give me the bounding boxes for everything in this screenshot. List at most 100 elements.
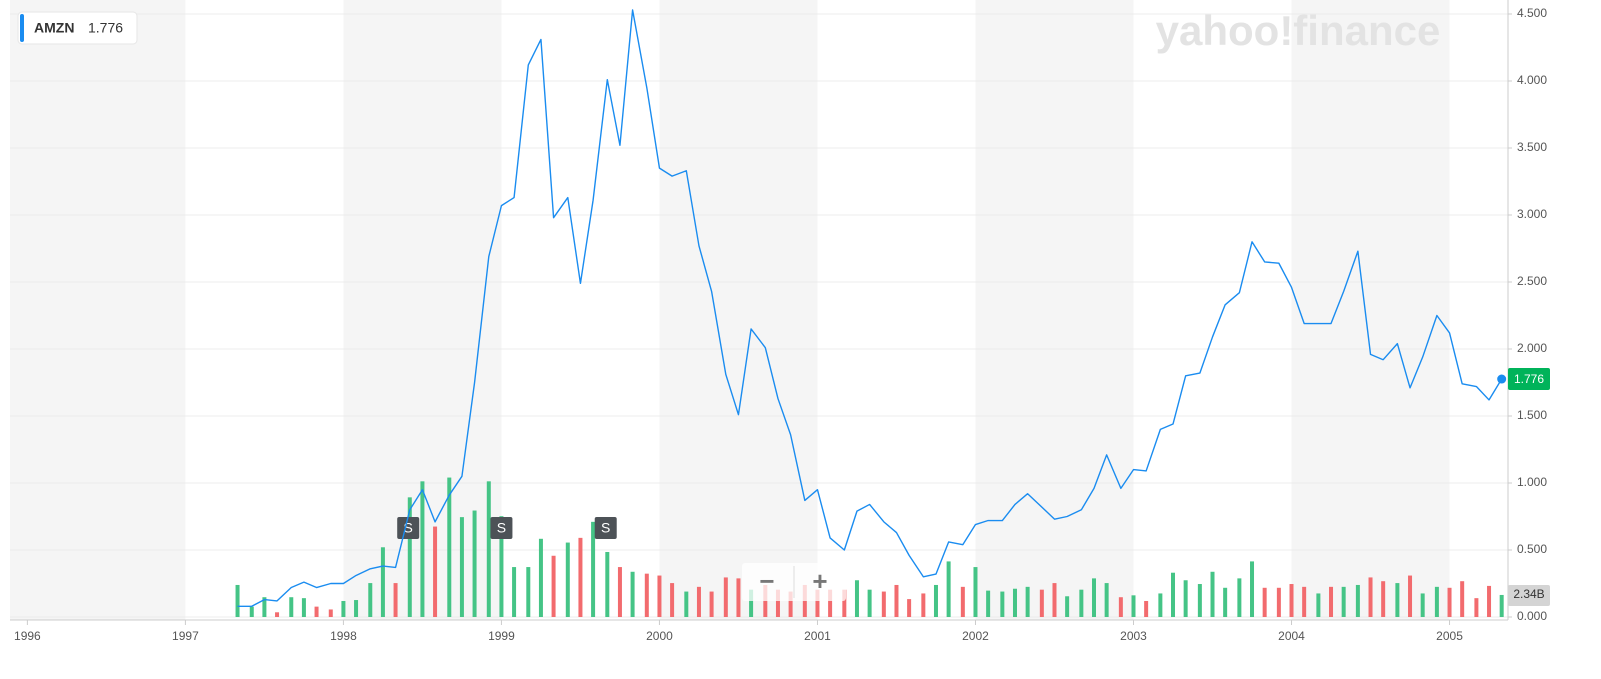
volume-bar <box>867 589 872 617</box>
background <box>10 0 1508 620</box>
y-tick-label: 3.000 <box>1517 207 1547 221</box>
x-tick-label: 2000 <box>646 629 673 643</box>
volume-bar <box>538 538 543 617</box>
volume-bar <box>749 589 754 617</box>
volume-bar <box>828 589 833 617</box>
volume-bar <box>1487 585 1492 617</box>
volume-bar <box>1079 589 1084 617</box>
volume-bar <box>407 497 412 617</box>
y-tick-label: 1.000 <box>1517 475 1547 489</box>
volume-bar <box>973 567 978 617</box>
y-tick-label: 0.500 <box>1517 542 1547 556</box>
volume-bar <box>696 586 701 617</box>
x-tick-label: 2004 <box>1278 629 1305 643</box>
x-tick-label: 2005 <box>1436 629 1463 643</box>
volume-bar <box>1039 589 1044 617</box>
volume-bar <box>1474 598 1479 617</box>
volume-bar <box>1197 584 1202 617</box>
volume-bar <box>670 583 675 617</box>
volume-bar <box>1210 571 1215 617</box>
volume-bar <box>526 567 531 617</box>
x-tick-label: 2003 <box>1120 629 1147 643</box>
volume-bar <box>289 597 294 617</box>
volume-bar <box>1104 583 1109 617</box>
y-tick-label: 0.000 <box>1517 609 1547 623</box>
volume-bar <box>1000 591 1005 617</box>
x-tick-label: 1999 <box>488 629 515 643</box>
volume-bar <box>499 516 504 617</box>
volume-bar <box>249 606 254 617</box>
year-band <box>659 0 818 620</box>
volume-bar <box>960 586 965 617</box>
volume-bar <box>368 583 373 617</box>
volume-bar <box>301 598 306 617</box>
volume-bar <box>393 583 398 617</box>
volume-bar <box>854 580 859 617</box>
volume-bar <box>1302 586 1307 617</box>
volume-bar <box>630 571 635 617</box>
volume-bar <box>933 584 938 617</box>
volume-bar <box>1460 581 1465 617</box>
volume-badge-label: 2.34B <box>1513 587 1544 601</box>
price-line <box>237 9 1503 607</box>
volume-bar <box>565 542 570 617</box>
volume-bar <box>1276 587 1281 617</box>
volume-bar <box>1183 580 1188 617</box>
volume-bar <box>341 600 346 617</box>
volume-bar <box>380 547 385 617</box>
volume-bar <box>907 599 912 617</box>
volume-bar <box>1171 572 1176 617</box>
volume-bar <box>472 510 477 617</box>
volume-bar <box>684 591 689 617</box>
volume-bar <box>842 589 847 617</box>
event-marker <box>594 517 617 539</box>
volume-bar <box>459 517 464 617</box>
volume-bar <box>788 591 793 617</box>
legend-swatch <box>20 14 24 42</box>
volume-bar <box>1091 578 1096 617</box>
legend-value: 1.776 <box>88 20 123 36</box>
zoom-button[interactable]: + <box>812 566 827 596</box>
volume-bar <box>1237 578 1242 617</box>
y-tick-label: 4.500 <box>1517 6 1547 20</box>
watermark: yahoo!finance <box>1156 7 1441 54</box>
volume-bar <box>1434 586 1439 617</box>
volume-bar <box>775 589 780 617</box>
volume-bar <box>235 584 240 617</box>
volume-bar <box>551 555 556 617</box>
volume-bar <box>617 567 622 617</box>
volume-bar <box>1065 596 1070 617</box>
volume-bar <box>723 577 728 617</box>
volume-bar <box>894 584 899 617</box>
volume-bar <box>1118 597 1123 617</box>
volume-bar <box>1223 587 1228 617</box>
volume-bar <box>1250 561 1255 617</box>
volume-bar <box>328 609 333 617</box>
x-tick-label: 2001 <box>804 629 831 643</box>
y-tick-label: 2.000 <box>1517 341 1547 355</box>
volume-bar <box>1381 581 1386 617</box>
last-point <box>1497 374 1507 384</box>
volume-badge <box>1508 584 1550 606</box>
volume-bar <box>1012 588 1017 617</box>
volume-bar <box>447 477 452 617</box>
volume-bar <box>1355 584 1360 617</box>
y-tick-label: 3.500 <box>1517 140 1547 154</box>
volume-bar <box>986 590 991 617</box>
volume-bar <box>262 597 267 617</box>
volume-bar <box>1262 587 1267 617</box>
volume-bar <box>1144 600 1149 617</box>
event-label: S <box>404 520 413 536</box>
legend: AMZN 1.776 <box>17 11 138 45</box>
volume-bar <box>354 600 359 617</box>
volume-bar <box>275 612 280 617</box>
volume-bar <box>1025 586 1030 617</box>
volume-bar <box>657 575 662 617</box>
volume-bar <box>1368 577 1373 617</box>
volume-bar <box>486 481 491 617</box>
legend-name: AMZN <box>34 20 74 36</box>
zoom-button[interactable]: − <box>759 566 774 596</box>
volume-bar <box>1341 586 1346 617</box>
